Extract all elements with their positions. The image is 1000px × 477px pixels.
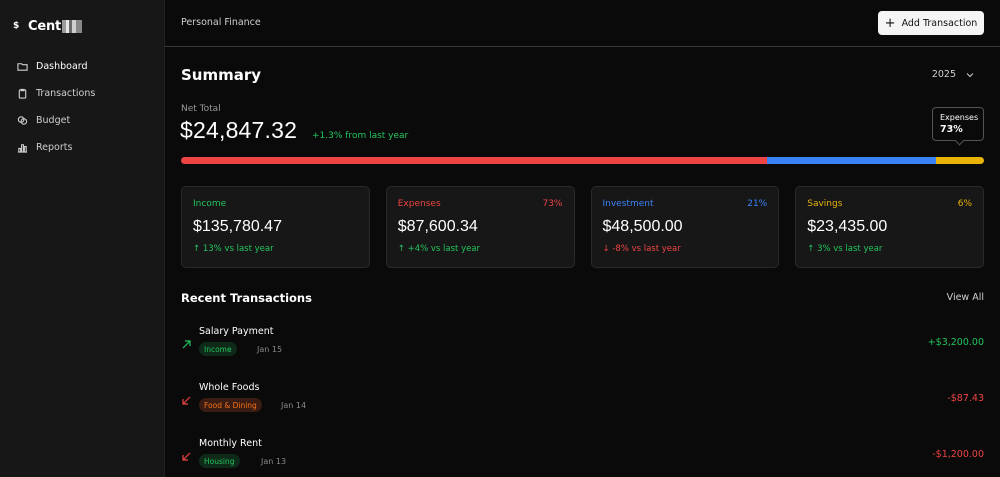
card-change: ↑ +4% vs last year	[397, 244, 481, 254]
tooltip-label: Expenses	[940, 113, 979, 122]
sidebar-item-label: Reports	[36, 142, 73, 153]
clipboard-icon	[18, 88, 27, 99]
card-value: $48,500.00	[602, 218, 683, 235]
savings-card[interactable]: Savings 6% $23,435.00 ↑ 3% vs last year	[795, 186, 984, 268]
main-content: Summary 2025 Net Total $24,847.32 +1.3% …	[165, 48, 1000, 477]
plus-icon: +	[884, 15, 896, 31]
category-tag: Housing	[199, 454, 240, 468]
net-total-label: Net Total	[181, 104, 221, 114]
card-value: $135,780.47	[193, 218, 282, 235]
tooltip-value: 73%	[940, 124, 963, 135]
sidebar-item-label: Budget	[36, 115, 71, 126]
chevron-down-icon	[966, 72, 974, 77]
top-bar: Personal Finance + Add Transaction	[165, 0, 1000, 47]
year-select[interactable]: 2025	[932, 69, 974, 80]
brand-name: Cent	[28, 18, 62, 34]
year-value: 2025	[931, 69, 956, 80]
category-tag: Food & Dining	[199, 398, 262, 412]
brand[interactable]: $ Cent	[13, 17, 83, 35]
coins-icon	[17, 116, 28, 125]
distribution-bar[interactable]	[181, 157, 984, 164]
card-percent: 6%	[957, 199, 972, 209]
card-percent: 21%	[747, 199, 768, 209]
investment-card[interactable]: Investment 21% $48,500.00 ↓ -8% vs last …	[590, 186, 780, 268]
transaction-amount: -$87.43	[947, 393, 984, 404]
summary-cards: Income $135,780.47 ↑ 13% vs last year Ex…	[181, 186, 984, 268]
transaction-row[interactable]: Monthly Rent Housing Jan 13 -$1,200.00	[181, 438, 984, 477]
dollar-logo-icon: $	[13, 21, 20, 31]
arrow-up-right-icon	[182, 340, 191, 349]
card-change: ↑ 13% vs last year	[193, 244, 274, 254]
transaction-date: Jan 13	[261, 457, 287, 466]
net-total-value: $24,847.32	[180, 117, 298, 143]
summary-title: Summary	[181, 66, 262, 84]
expenses-card[interactable]: Expenses 73% $87,600.34 ↑ +4% vs last ye…	[385, 186, 575, 268]
folder-icon	[17, 63, 28, 71]
add-transaction-label: Add Transaction	[901, 17, 978, 29]
expenses-tooltip: Expenses 73%	[932, 107, 984, 141]
category-tag: Income	[199, 342, 237, 356]
transaction-amount: -$1,200.00	[932, 449, 984, 460]
breadcrumb: Personal Finance	[181, 17, 261, 28]
card-label: Savings	[807, 199, 843, 209]
transaction-name: Monthly Rent	[199, 438, 262, 449]
sidebar-item-budget[interactable]: Budget	[0, 107, 165, 134]
transaction-row[interactable]: Salary Payment Income Jan 15 +$3,200.00	[181, 326, 984, 366]
card-label: Income	[193, 199, 227, 209]
redacted-brand-suffix	[62, 19, 83, 33]
card-value: $23,435.00	[807, 218, 888, 235]
bar-chart-icon	[17, 144, 28, 153]
card-change: ↓ -8% vs last year	[602, 244, 681, 254]
recent-transactions-title: Recent Transactions	[181, 291, 312, 305]
income-card[interactable]: Income $135,780.47 ↑ 13% vs last year	[181, 186, 370, 268]
bar-segment-investment[interactable]	[767, 157, 936, 164]
card-label: Investment	[602, 199, 654, 209]
transaction-name: Salary Payment	[199, 326, 274, 337]
sidebar-item-dashboard[interactable]: Dashboard	[0, 53, 165, 80]
sidebar-item-label: Dashboard	[36, 61, 88, 72]
bar-segment-expenses[interactable]	[181, 157, 768, 164]
transaction-date: Jan 15	[257, 345, 283, 354]
add-transaction-button[interactable]: + Add Transaction	[878, 11, 984, 35]
transaction-amount: +$3,200.00	[927, 337, 984, 348]
card-change: ↑ 3% vs last year	[807, 244, 883, 254]
transaction-date: Jan 14	[281, 401, 307, 410]
transaction-row[interactable]: Whole Foods Food & Dining Jan 14 -$87.43	[181, 382, 984, 422]
sidebar-nav: Dashboard Transactions Budget Reports	[0, 53, 165, 161]
card-value: $87,600.34	[397, 218, 478, 235]
view-all-link[interactable]: View All	[946, 292, 984, 303]
arrow-down-left-icon	[182, 452, 191, 461]
transaction-name: Whole Foods	[199, 382, 260, 393]
sidebar-item-reports[interactable]: Reports	[0, 134, 165, 161]
card-label: Expenses	[397, 199, 441, 209]
arrow-down-left-icon	[182, 396, 191, 405]
net-total-change: +1.3% from last year	[312, 131, 409, 141]
sidebar-item-label: Transactions	[36, 88, 96, 99]
card-percent: 73%	[542, 199, 563, 209]
bar-segment-savings[interactable]	[935, 157, 984, 164]
sidebar: $ Cent Dashboard Transactions Budget Rep…	[0, 0, 165, 477]
sidebar-item-transactions[interactable]: Transactions	[0, 80, 165, 107]
